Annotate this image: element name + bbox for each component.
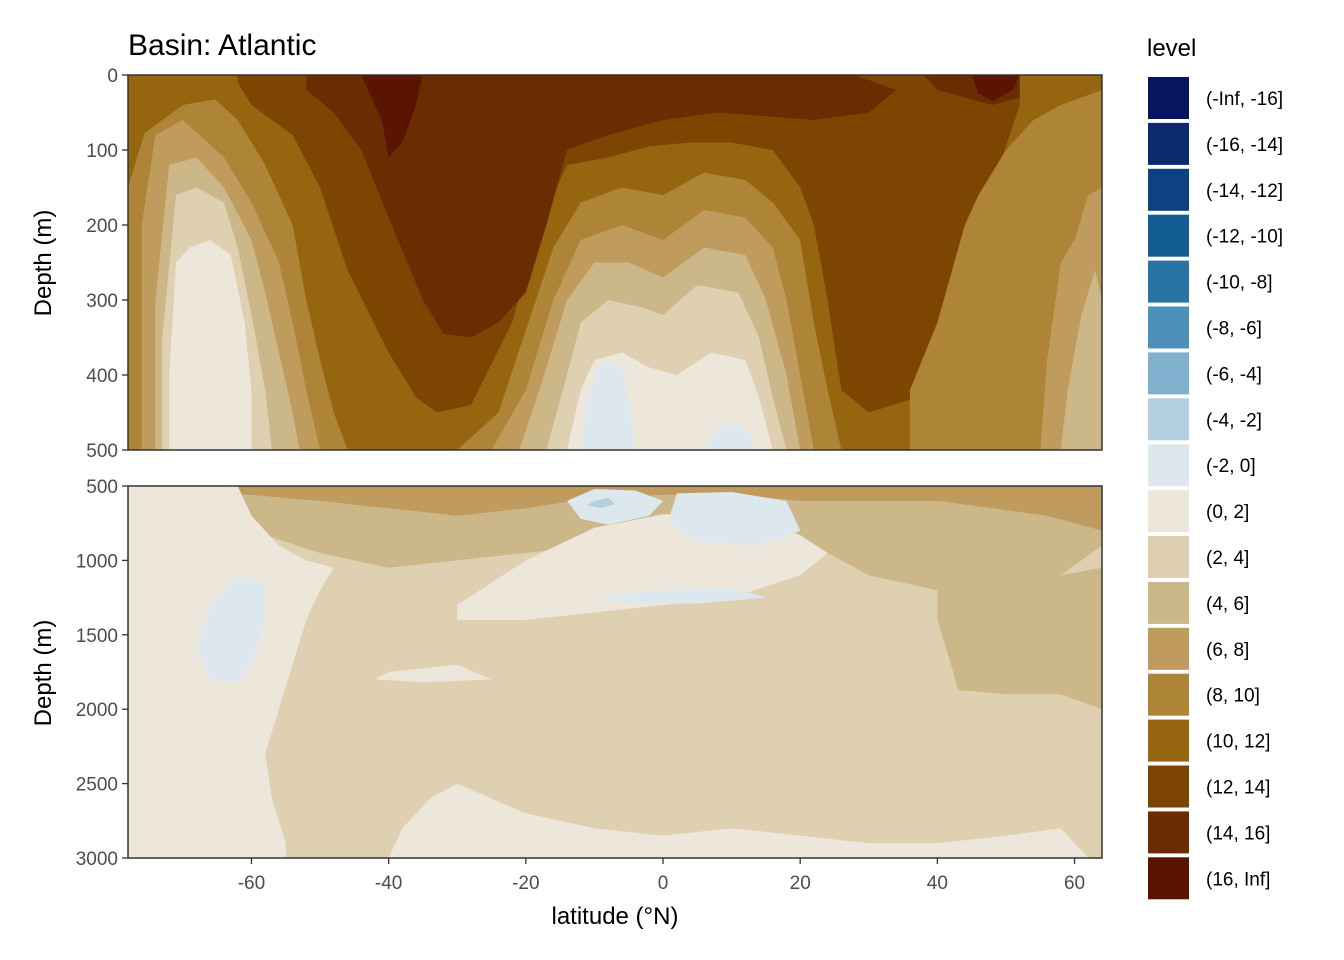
lower-contour-fill	[128, 486, 1102, 858]
legend-swatch	[1148, 260, 1189, 303]
x-tick-label: 0	[658, 873, 669, 894]
y-tick-label: 1500	[76, 626, 118, 647]
legend-label: (-12, -10]	[1206, 227, 1283, 248]
lower-y-axis: 500 1000 1500 2000 2500 3000	[76, 477, 128, 870]
legend-swatch	[1148, 77, 1189, 119]
x-tick-label: -20	[512, 873, 539, 894]
y-tick-label: 0	[107, 66, 118, 87]
legend-label: (-10, -8]	[1206, 273, 1273, 294]
legend-swatch	[1148, 306, 1189, 349]
upper-contour-region-16	[580, 360, 636, 450]
x-axis: -60 -40 -20 0 20 40 60	[238, 858, 1085, 894]
upper-contour-region-10	[128, 75, 238, 173]
y-tick-label: 100	[86, 141, 118, 162]
lower-contour-region-10	[669, 492, 801, 546]
lower-contour-region-6	[388, 783, 1089, 858]
upper-panel: 0 100 200 300 400 500	[86, 66, 1103, 462]
legend-label: (-6, -4]	[1206, 364, 1262, 385]
legend-swatch	[1148, 398, 1189, 441]
y-tick-label: 300	[86, 291, 118, 312]
lower-contour-region-12	[587, 497, 615, 509]
legend-swatch	[1148, 765, 1189, 808]
legend-swatch	[1148, 811, 1189, 854]
x-tick-label: -40	[375, 873, 402, 894]
legend-swatch	[1148, 536, 1189, 578]
legend-label: (8, 10]	[1206, 686, 1260, 707]
upper-contour-region-4	[971, 75, 1020, 102]
y-tick-label: 3000	[76, 849, 118, 870]
y-tick-label: 500	[86, 477, 118, 498]
lower-y-axis-title: Depth (m)	[30, 620, 57, 727]
lower-contour-region-7	[374, 664, 492, 683]
y-tick-label: 200	[86, 216, 118, 237]
lower-contour-region-3	[937, 567, 1102, 710]
legend-swatch	[1148, 444, 1189, 487]
upper-contour-region-2	[361, 75, 423, 158]
upper-contour-region-17	[704, 423, 753, 450]
legend-swatch	[1148, 719, 1189, 762]
legend-swatch	[1148, 214, 1189, 257]
y-tick-label: 2500	[76, 775, 118, 796]
legend-swatch	[1148, 122, 1189, 165]
upper-y-axis: 0 100 200 300 400 500	[86, 66, 128, 462]
legend-label: (6, 8]	[1206, 640, 1249, 661]
chart-title: Basin: Atlantic	[128, 29, 316, 62]
x-tick-label: -60	[238, 873, 265, 894]
legend-label: (16, Inf]	[1206, 869, 1270, 890]
x-tick-label: 20	[790, 873, 811, 894]
legend-swatch	[1148, 352, 1189, 395]
legend-swatch	[1148, 168, 1189, 211]
lower-contour-region-9	[567, 489, 663, 525]
legend-label: (-8, -6]	[1206, 319, 1262, 340]
legend-label: (2, 4]	[1206, 548, 1249, 569]
legend-swatch	[1148, 673, 1189, 716]
lower-panel-border	[127, 485, 1103, 859]
x-tick-label: 40	[927, 873, 948, 894]
legend-label: (12, 14]	[1206, 778, 1270, 799]
legend-label: (0, 2]	[1206, 502, 1249, 523]
legend-swatch	[1148, 857, 1189, 900]
legend-label: (-Inf, -16]	[1206, 89, 1283, 110]
upper-contour-region-1	[306, 75, 897, 338]
x-axis-title: latitude (°N)	[552, 903, 679, 930]
legend-swatch	[1148, 581, 1189, 624]
x-tick-label: 60	[1064, 873, 1085, 894]
legend-title: level	[1147, 35, 1196, 62]
legend: level (-Inf, -16] (-16, -14] (-14, -12] (-1…	[1147, 35, 1283, 900]
lower-contour-region-1	[128, 486, 1102, 531]
upper-contour-region-20	[1060, 270, 1102, 450]
upper-contour-fill	[128, 75, 1102, 450]
legend-label: (-14, -12]	[1206, 181, 1283, 202]
legend-swatch	[1148, 490, 1189, 533]
legend-swatch	[1148, 627, 1189, 670]
y-tick-label: 1000	[76, 551, 118, 572]
upper-y-axis-title: Depth (m)	[30, 210, 57, 317]
y-tick-label: 500	[86, 441, 118, 462]
legend-label: (14, 16]	[1206, 823, 1270, 844]
upper-panel-border	[127, 74, 1103, 451]
legend-label: (-4, -2]	[1206, 410, 1262, 431]
y-tick-label: 2000	[76, 700, 118, 721]
upper-contour-region-9	[169, 240, 252, 450]
legend-label: (4, 6]	[1206, 594, 1249, 615]
legend-label: (10, 12]	[1206, 732, 1270, 753]
lower-contour-region-11	[594, 587, 766, 604]
legend-label: (-2, 0]	[1206, 456, 1256, 477]
legend-label: (-16, -14]	[1206, 135, 1283, 156]
lower-contour-region-8	[196, 575, 266, 683]
lower-panel: 500 1000 1500 2000 2500 3000	[76, 477, 1103, 870]
y-tick-label: 400	[86, 366, 118, 387]
